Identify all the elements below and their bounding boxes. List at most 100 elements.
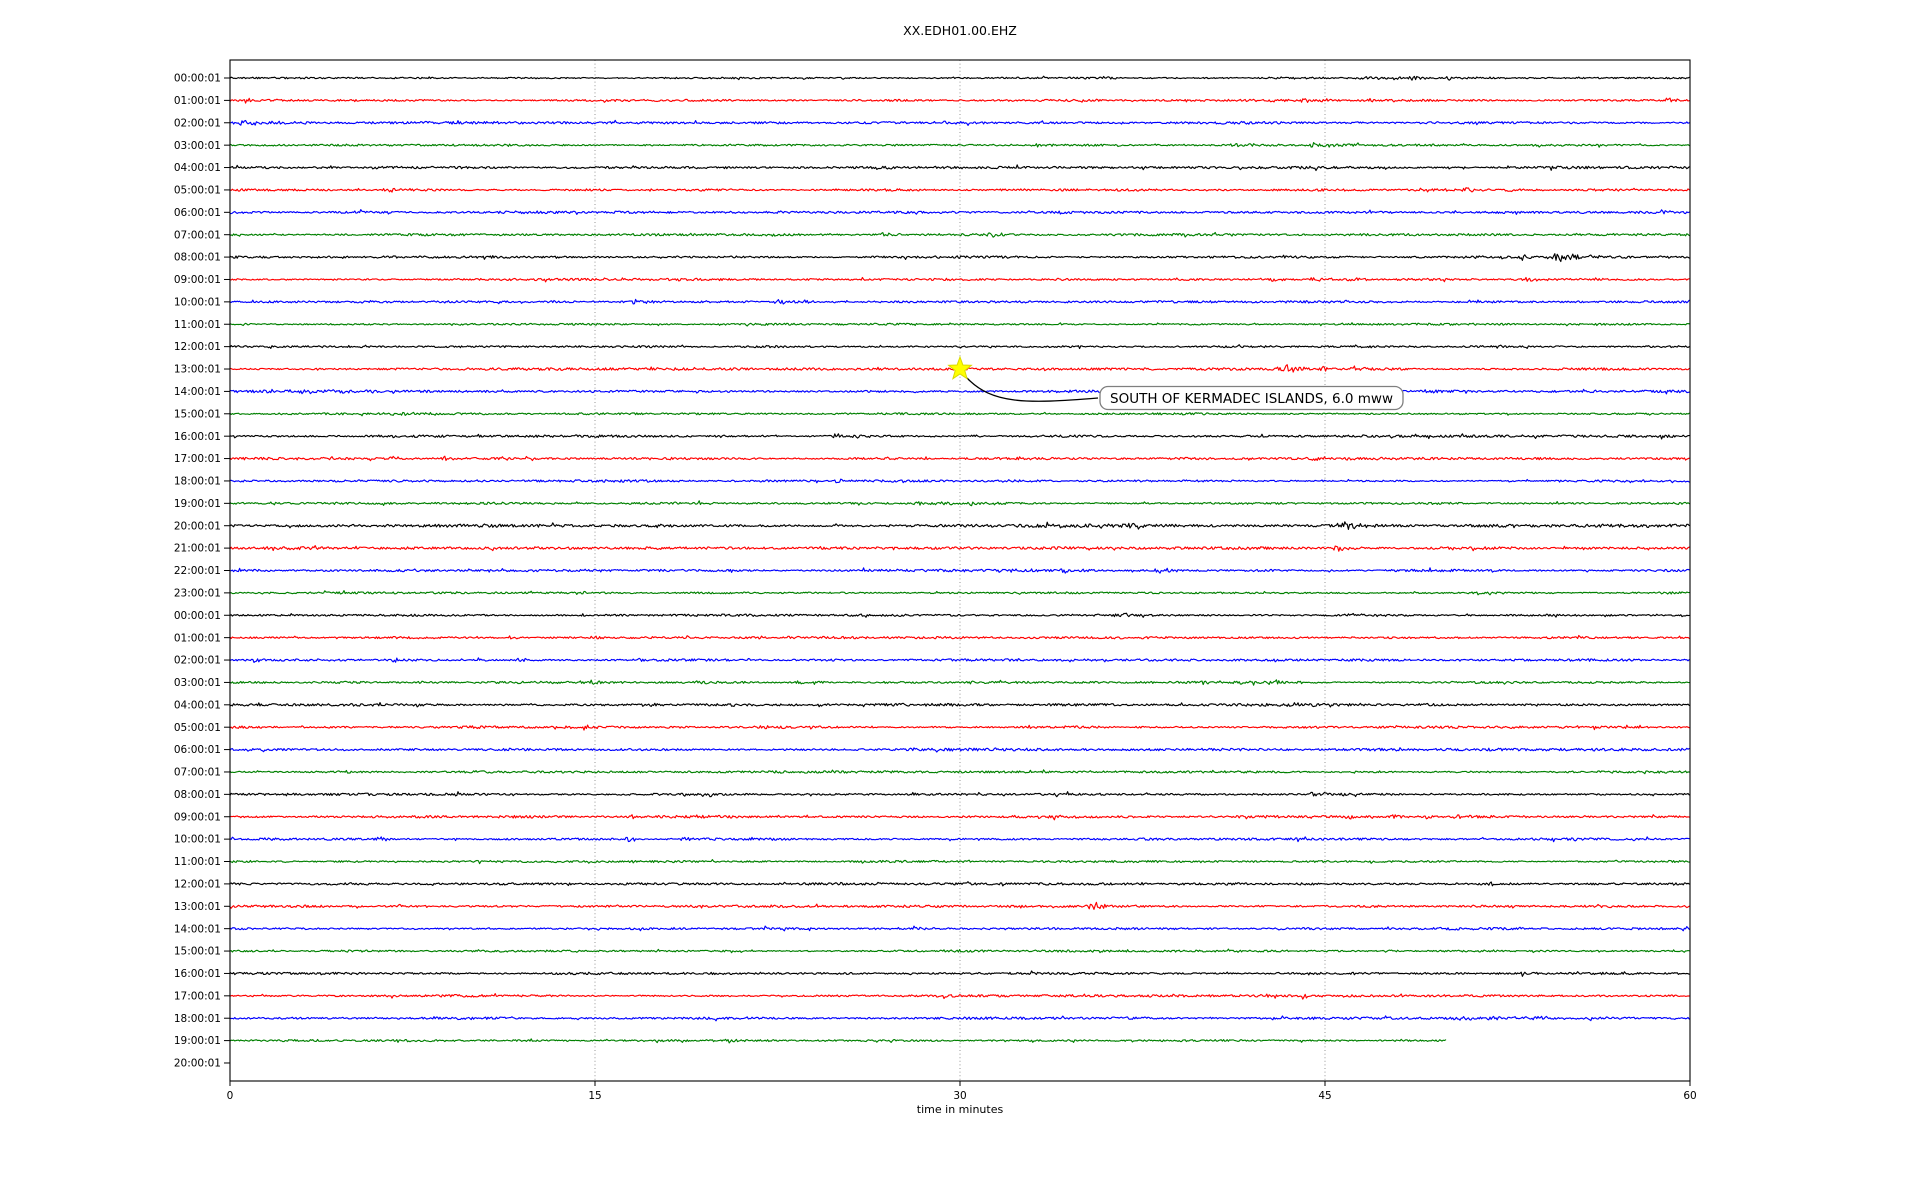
y-tick-label-31: 07:00:01 [174,767,221,779]
seismogram-trace-3 [229,142,1690,148]
y-tick-label-11: 11:00:01 [174,319,221,331]
seismogram-trace-29 [229,724,1690,731]
seismogram-trace-11 [229,322,1690,327]
seismogram-trace-7 [229,231,1690,238]
y-tick-label-2: 02:00:01 [174,117,221,129]
y-tick-label-18: 18:00:01 [174,476,221,488]
y-tick-label-29: 05:00:01 [174,722,221,734]
seismogram-trace-14 [229,388,1690,395]
seismogram-trace-31 [229,769,1690,775]
seismogram-trace-37 [229,901,1690,910]
seismogram-trace-4 [229,164,1690,172]
y-tick-label-21: 21:00:01 [174,543,221,555]
annotation-leader-line [966,377,1099,402]
event-annotation-box [1099,385,1404,411]
y-tick-label-15: 15:00:01 [174,408,221,420]
y-tick-label-43: 19:00:01 [174,1035,221,1047]
seismogram-trace-19 [229,500,1690,507]
seismogram-trace-18 [229,478,1690,484]
seismogram-trace-1 [229,97,1690,104]
seismogram-trace-0 [229,75,1690,81]
x-tick-label: 30 [953,1090,966,1102]
seismogram-trace-36 [229,881,1690,887]
y-tick-label-3: 03:00:01 [174,140,221,152]
y-tick-label-0: 00:00:01 [174,73,221,85]
seismogram-trace-6 [229,209,1690,215]
x-tick-label: 0 [227,1090,234,1102]
y-tick-label-35: 11:00:01 [174,856,221,868]
y-tick-label-44: 20:00:01 [174,1058,221,1070]
seismogram-trace-2 [229,119,1690,126]
y-tick-label-32: 08:00:01 [174,789,221,801]
y-tick-label-13: 13:00:01 [174,364,221,376]
y-tick-label-17: 17:00:01 [174,453,221,465]
y-tick-label-28: 04:00:01 [174,699,221,711]
seismogram-trace-41 [229,993,1690,1000]
seismogram-trace-12 [229,344,1690,350]
y-axis-labels-group: 00:00:01 01:00:01 02:00:01 03:00:01 04:00:01… [174,73,230,1070]
y-tick-label-38: 14:00:01 [174,923,221,935]
y-tick-label-34: 10:00:01 [174,834,221,846]
seismogram-trace-22 [229,567,1690,574]
seismogram-trace-10 [229,298,1690,305]
seismogram-trace-15 [229,411,1690,417]
y-tick-label-9: 09:00:01 [174,274,221,286]
seismogram-trace-23 [229,590,1690,596]
seismogram-trace-9 [229,276,1690,283]
x-axis-ticks-group: 0 15 30 45 60 [227,1081,1697,1102]
seismogram-trace-33 [229,814,1690,821]
x-tick-label: 15 [588,1090,601,1102]
y-tick-label-36: 12:00:01 [174,878,221,890]
y-tick-label-5: 05:00:01 [174,185,221,197]
y-tick-label-1: 01:00:01 [174,95,221,107]
y-tick-label-7: 07:00:01 [174,229,221,241]
seismogram-trace-16 [229,433,1690,440]
y-tick-label-6: 06:00:01 [174,207,221,219]
seismogram-trace-42 [229,1015,1690,1022]
seismogram-trace-26 [229,657,1690,663]
y-tick-label-4: 04:00:01 [174,162,221,174]
y-tick-label-12: 12:00:01 [174,341,221,353]
x-tick-label: 60 [1683,1090,1696,1102]
y-tick-label-22: 22:00:01 [174,565,221,577]
y-tick-label-19: 19:00:01 [174,498,221,510]
x-axis-label: time in minutes [917,1103,1004,1116]
seismogram-trace-28 [229,702,1690,708]
seismogram-trace-17 [229,455,1690,462]
seismogram-trace-5 [229,187,1690,193]
y-tick-label-30: 06:00:01 [174,744,221,756]
y-tick-label-16: 16:00:01 [174,431,221,443]
plot-title: XX.EDH01.00.EHZ [903,23,1017,38]
y-tick-label-8: 08:00:01 [174,252,221,264]
y-tick-label-33: 09:00:01 [174,811,221,823]
y-tick-label-25: 01:00:01 [174,632,221,644]
y-tick-label-41: 17:00:01 [174,990,221,1002]
y-tick-label-39: 15:00:01 [174,946,221,958]
event-annotation-label: SOUTH OF KERMADEC ISLANDS, 6.0 mww [1110,391,1393,407]
seismogram-trace-30 [229,747,1690,753]
y-tick-label-37: 13:00:01 [174,901,221,913]
seismogram-traces-group [229,75,1690,1044]
seismogram-trace-20 [229,521,1690,530]
y-tick-label-10: 10:00:01 [174,296,221,308]
y-tick-label-23: 23:00:01 [174,587,221,599]
y-tick-label-14: 14:00:01 [174,386,221,398]
seismogram-trace-34 [229,836,1690,843]
y-tick-label-27: 03:00:01 [174,677,221,689]
seismogram-trace-21 [229,545,1690,552]
seismogram-trace-39 [229,948,1690,954]
seismogram-trace-24 [229,612,1690,618]
event-annotation: SOUTH OF KERMADEC ISLANDS, 6.0 mww [947,355,1404,411]
y-tick-label-40: 16:00:01 [174,968,221,980]
gridlines-group [594,60,1326,1081]
y-tick-label-24: 00:00:01 [174,610,221,622]
seismogram-trace-38 [229,925,1690,932]
event-star-icon [947,355,973,380]
y-tick-label-42: 18:00:01 [174,1013,221,1025]
seismogram-trace-27 [229,679,1690,686]
seismogram-trace-25 [229,634,1690,640]
seismogram-trace-32 [229,791,1690,798]
seismogram-trace-8 [229,253,1690,263]
